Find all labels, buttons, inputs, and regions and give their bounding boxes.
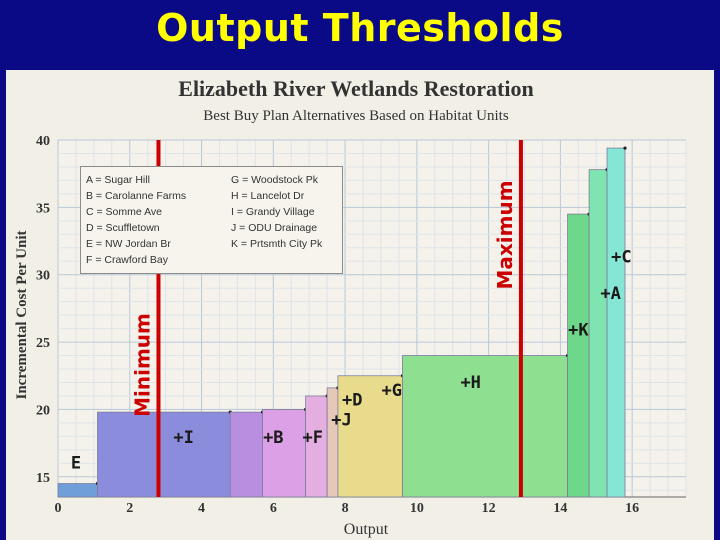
step-bar <box>229 411 263 498</box>
legend-item: F = Crawford Bay <box>86 254 168 266</box>
legend-item: B = Carolanne Farms <box>86 190 187 202</box>
chart-title: Elizabeth River Wetlands Restoration <box>178 76 533 101</box>
x-tick-label: 4 <box>198 501 205 516</box>
y-tick-label: 30 <box>36 269 50 284</box>
legend-column-2: G = Woodstock Pk H = Lancelot Dr I = Gra… <box>231 172 322 252</box>
step-bar <box>588 169 608 498</box>
legend-item: K = Prtsmth City Pk <box>231 238 323 250</box>
x-tick-label: 8 <box>342 501 349 516</box>
bars <box>57 146 627 498</box>
step-bar <box>57 483 98 498</box>
step-label: +I <box>173 428 193 448</box>
ticks: 0 2 4 6 8 10 12 14 16 15 20 25 30 35 40 <box>36 134 639 516</box>
step-bar <box>326 387 339 498</box>
legend-item: J = ODU Drainage <box>231 222 318 234</box>
y-tick-label: 25 <box>36 336 50 351</box>
step-label: +A <box>600 284 620 304</box>
legend-item: E = NW Jordan Br <box>86 238 171 250</box>
step-bar <box>402 355 568 498</box>
y-tick-label: 20 <box>36 403 50 418</box>
step-label: +J <box>331 411 351 431</box>
x-tick-label: 14 <box>553 501 567 516</box>
thresholds: Minimum Maximum <box>130 140 523 497</box>
step-point <box>623 146 627 150</box>
y-tick-label: 35 <box>36 201 50 216</box>
x-tick-label: 2 <box>126 501 133 516</box>
step-label: E <box>71 454 81 474</box>
step-bar <box>337 375 403 498</box>
threshold-label: Minimum <box>130 313 154 417</box>
x-tick-label: 16 <box>625 501 639 516</box>
chart-subtitle: Best Buy Plan Alternatives Based on Habi… <box>203 108 509 124</box>
step-labels: E +I +B +F +J+D +G +H +K +A +C <box>71 248 632 474</box>
threshold-label: Maximum <box>493 180 517 289</box>
legend-item: A = Sugar Hill <box>86 174 150 186</box>
step-label: +D <box>342 390 362 410</box>
y-axis-label: Incremental Cost Per Unit <box>14 230 30 399</box>
legend: A = Sugar Hill B = Carolanne Farms C = S… <box>80 166 343 274</box>
legend-item: D = Scuffletown <box>86 222 160 234</box>
x-tick-label: 10 <box>410 501 424 516</box>
step-label: +K <box>568 320 589 340</box>
x-tick-label: 12 <box>482 501 496 516</box>
step-label: +C <box>611 248 631 268</box>
step-chart: 0 2 4 6 8 10 12 14 16 15 20 25 30 35 40 E +I +B +F +J+D +G +… <box>14 76 687 538</box>
legend-item: G = Woodstock Pk <box>231 174 319 186</box>
y-tick-label: 40 <box>36 134 50 149</box>
step-bar <box>262 409 307 498</box>
step-label: +G <box>381 381 401 401</box>
step-bar <box>606 147 626 498</box>
x-tick-label: 6 <box>270 501 277 516</box>
slide-title: Output Thresholds <box>156 6 564 50</box>
step-label: +F <box>303 428 323 448</box>
step-label: +B <box>263 428 283 448</box>
x-axis-label: Output <box>344 521 389 538</box>
y-tick-label: 15 <box>36 471 50 486</box>
step-bar <box>567 213 590 498</box>
step-bar <box>97 411 231 498</box>
legend-column-1: A = Sugar Hill B = Carolanne Farms C = S… <box>86 172 186 268</box>
chart-panel: 0 2 4 6 8 10 12 14 16 15 20 25 30 35 40 E +I +B +F +J +D +G +… <box>6 70 714 540</box>
legend-item: H = Lancelot Dr <box>231 190 305 202</box>
x-tick-label: 0 <box>55 501 62 516</box>
legend-item: I = Grandy Village <box>231 206 315 218</box>
legend-item: C = Somme Ave <box>86 206 162 218</box>
step-label: +H <box>460 373 480 393</box>
